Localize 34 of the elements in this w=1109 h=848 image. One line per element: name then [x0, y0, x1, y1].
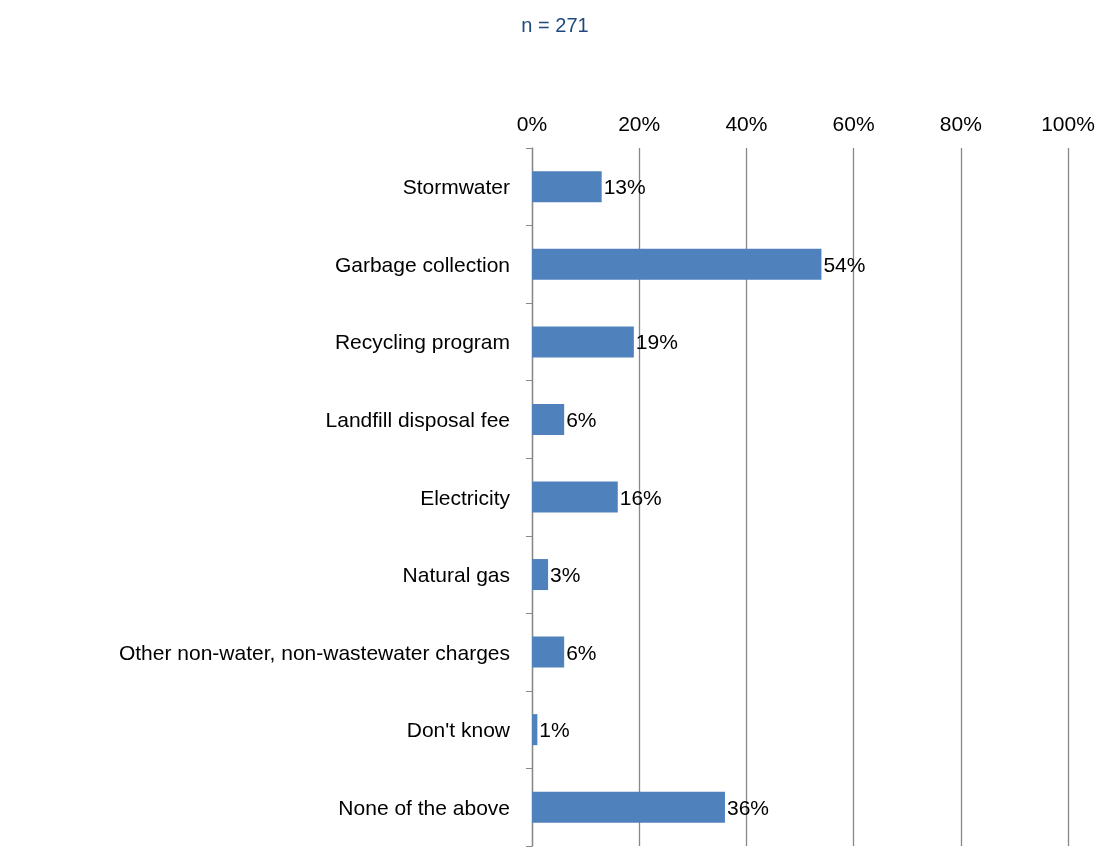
bar — [532, 559, 549, 591]
x-tick-label: 0% — [516, 112, 548, 135]
data-label: 36% — [726, 795, 769, 819]
x-tick-label: 80% — [939, 112, 982, 135]
y-tick-label: Stormwater — [402, 175, 511, 199]
bar — [532, 248, 822, 280]
y-tick-label: Don't know — [406, 718, 511, 742]
bar — [532, 171, 602, 203]
data-label: 13% — [603, 175, 646, 199]
bar — [532, 403, 565, 435]
y-tick-label: Electricity — [420, 485, 511, 509]
y-tick-label: Natural gas — [402, 563, 510, 587]
x-tick-label: 40% — [725, 112, 768, 135]
chart-title: n = 271 — [521, 14, 589, 36]
bar — [532, 481, 618, 513]
data-label: 6% — [566, 407, 597, 431]
y-tick-label: Landfill disposal fee — [325, 407, 510, 431]
y-tick-label: Garbage collection — [334, 252, 510, 276]
data-label: 54% — [823, 252, 866, 276]
data-label: 1% — [539, 718, 570, 742]
bar — [532, 326, 634, 358]
data-label: 3% — [550, 563, 581, 587]
data-label: 19% — [635, 330, 678, 354]
y-tick-label: Other non-water, non-wastewater charges — [118, 640, 510, 664]
x-tick-label: 100% — [1041, 112, 1095, 135]
x-tick-label: 20% — [618, 112, 661, 135]
bar — [532, 714, 538, 746]
data-label: 6% — [566, 640, 597, 664]
data-label: 16% — [619, 485, 662, 509]
bar — [532, 791, 725, 823]
y-tick-label: Recycling program — [334, 330, 510, 354]
bar — [532, 636, 565, 668]
y-tick-label: None of the above — [338, 795, 510, 819]
x-tick-label: 60% — [832, 112, 875, 135]
